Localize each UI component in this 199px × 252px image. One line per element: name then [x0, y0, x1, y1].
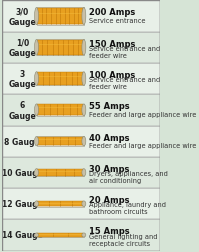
Text: 30 Amps: 30 Amps [89, 164, 129, 173]
FancyBboxPatch shape [2, 188, 160, 219]
FancyBboxPatch shape [2, 95, 160, 126]
FancyBboxPatch shape [37, 233, 83, 237]
Text: 10 Gauge: 10 Gauge [2, 168, 43, 177]
Ellipse shape [35, 201, 38, 207]
FancyBboxPatch shape [2, 126, 160, 157]
Ellipse shape [82, 40, 86, 56]
FancyBboxPatch shape [2, 1, 160, 33]
Text: 15 Amps: 15 Amps [89, 227, 129, 235]
Ellipse shape [82, 72, 86, 86]
FancyBboxPatch shape [37, 105, 83, 116]
Text: 20 Amps: 20 Amps [89, 195, 129, 204]
Ellipse shape [35, 40, 38, 56]
FancyBboxPatch shape [37, 41, 83, 55]
FancyBboxPatch shape [36, 8, 84, 25]
Ellipse shape [82, 105, 86, 116]
Text: 3/0
Gauge: 3/0 Gauge [8, 7, 36, 27]
FancyBboxPatch shape [2, 33, 160, 64]
FancyBboxPatch shape [37, 137, 83, 146]
FancyBboxPatch shape [36, 233, 84, 237]
Text: 8 Gauge: 8 Gauge [4, 137, 40, 146]
FancyBboxPatch shape [2, 219, 160, 251]
FancyBboxPatch shape [36, 169, 84, 176]
Text: 200 Amps: 200 Amps [89, 8, 135, 17]
FancyBboxPatch shape [36, 201, 84, 207]
Text: Feeder and large appliance wire: Feeder and large appliance wire [89, 111, 196, 117]
Text: Dryers, appliances, and
air conditioning: Dryers, appliances, and air conditioning [89, 170, 168, 183]
Ellipse shape [35, 72, 38, 86]
FancyBboxPatch shape [36, 72, 84, 86]
FancyBboxPatch shape [37, 169, 83, 176]
Text: Service entrance and
feeder wire: Service entrance and feeder wire [89, 77, 160, 90]
Ellipse shape [82, 169, 86, 176]
FancyBboxPatch shape [2, 157, 160, 188]
Text: 12 Gauge: 12 Gauge [2, 199, 43, 208]
Text: 1/0
Gauge: 1/0 Gauge [8, 39, 36, 58]
Ellipse shape [82, 8, 86, 25]
Ellipse shape [35, 105, 38, 116]
Ellipse shape [82, 137, 86, 146]
Text: Feeder and large appliance wire: Feeder and large appliance wire [89, 143, 196, 149]
Text: 3
Gauge: 3 Gauge [8, 70, 36, 89]
Text: Service entrance: Service entrance [89, 18, 145, 24]
FancyBboxPatch shape [37, 201, 83, 206]
Text: 55 Amps: 55 Amps [89, 102, 129, 111]
Text: Service entrance and
feeder wire: Service entrance and feeder wire [89, 46, 160, 59]
Text: Appliance, laundry and
bathroom circuits: Appliance, laundry and bathroom circuits [89, 201, 166, 214]
FancyBboxPatch shape [37, 73, 83, 86]
Ellipse shape [82, 233, 86, 237]
Text: 100 Amps: 100 Amps [89, 71, 135, 80]
Ellipse shape [35, 137, 38, 146]
Text: General lighting and
receptacle circuits: General lighting and receptacle circuits [89, 233, 157, 245]
FancyBboxPatch shape [37, 9, 83, 25]
FancyBboxPatch shape [36, 137, 84, 146]
FancyBboxPatch shape [2, 64, 160, 95]
Ellipse shape [35, 169, 38, 176]
Text: 150 Amps: 150 Amps [89, 40, 135, 49]
Ellipse shape [82, 201, 86, 207]
Text: 14 Gauge: 14 Gauge [2, 231, 43, 239]
FancyBboxPatch shape [36, 40, 84, 56]
Text: 6
Gauge: 6 Gauge [8, 101, 36, 120]
Ellipse shape [35, 233, 38, 237]
Ellipse shape [35, 8, 38, 25]
FancyBboxPatch shape [36, 105, 84, 116]
Text: 40 Amps: 40 Amps [89, 133, 129, 142]
